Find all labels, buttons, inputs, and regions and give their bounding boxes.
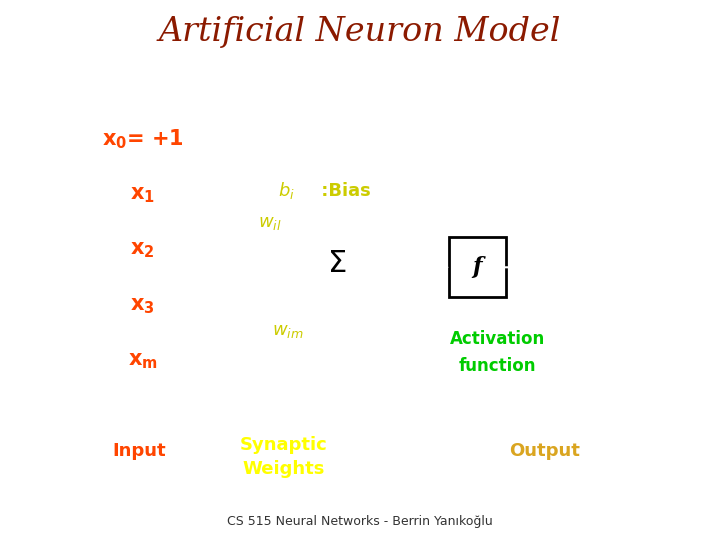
FancyBboxPatch shape <box>449 238 506 297</box>
Text: $\mathbf{x_3}$: $\mathbf{x_3}$ <box>130 296 155 316</box>
Text: $w_{im}$: $w_{im}$ <box>271 322 303 340</box>
Text: Output: Output <box>509 442 580 460</box>
Text: Input: Input <box>112 442 166 460</box>
Text: :Bias: :Bias <box>315 181 371 199</box>
Text: Activation
function: Activation function <box>450 330 545 375</box>
Text: CS 515 Neural Networks - Berrin Yanıkoğlu: CS 515 Neural Networks - Berrin Yanıkoğl… <box>227 515 493 528</box>
Text: i: i <box>410 315 413 326</box>
Ellipse shape <box>300 231 374 303</box>
Text: Synaptic
Weights: Synaptic Weights <box>239 436 327 478</box>
Text: $b_i$: $b_i$ <box>278 180 295 201</box>
Text: $\mathbf{x_0}$= +1: $\mathbf{x_0}$= +1 <box>102 127 184 151</box>
Text: $\mathbf{x_m}$: $\mathbf{x_m}$ <box>127 351 158 371</box>
Text: Neuron: Neuron <box>367 320 423 334</box>
Text: $\Sigma$: $\Sigma$ <box>327 248 346 278</box>
Text: $w_{il}$: $w_{il}$ <box>258 213 282 232</box>
Text: $\mathbf{x_1}$: $\mathbf{x_1}$ <box>130 185 155 205</box>
Text: $\mathbf{x_2}$: $\mathbf{x_2}$ <box>130 240 155 260</box>
Text: Artificial Neuron Model: Artificial Neuron Model <box>159 16 561 49</box>
Text: f: f <box>472 256 482 278</box>
Text: $a_i$: $a_i$ <box>591 258 609 277</box>
